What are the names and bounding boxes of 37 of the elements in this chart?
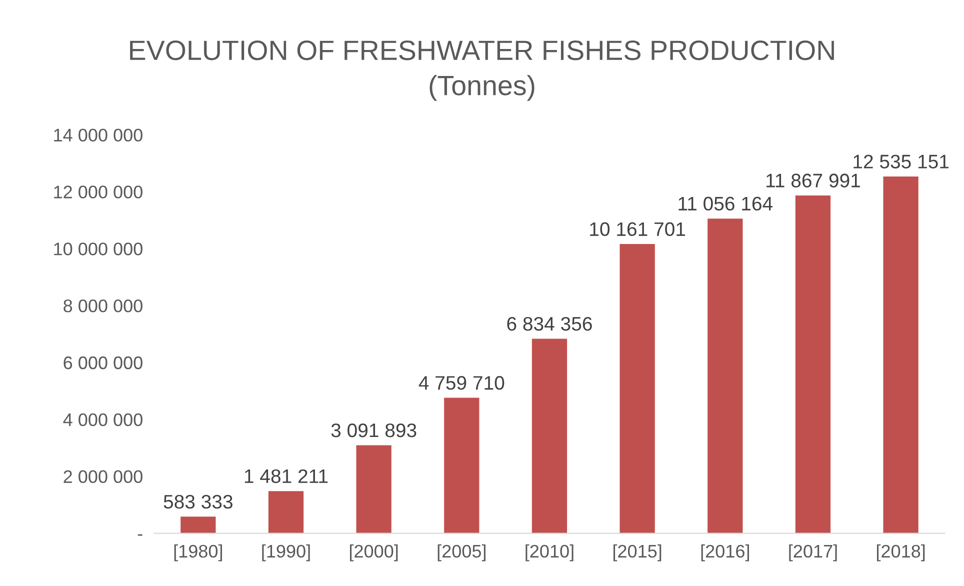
- x-tick-label: [2005]: [438, 544, 486, 562]
- x-tick-label: [1990]: [262, 544, 310, 562]
- bar: [532, 338, 568, 534]
- x-tick-label: [2017]: [789, 544, 837, 562]
- y-tick-label: 12 000 000: [54, 186, 142, 198]
- y-tick-label: 8 000 000: [64, 299, 142, 312]
- data-label: 11 056 164: [678, 196, 773, 211]
- chart-subtitle: (Tonnes): [430, 74, 534, 101]
- data-label: 12 535 151: [854, 154, 949, 168]
- chart-title: EVOLUTION OF FRESHWATER FISHES PRODUCTION: [130, 40, 834, 60]
- data-label: 4 759 710: [418, 376, 504, 390]
- y-tick-label: 4 000 000: [63, 413, 142, 426]
- bar: [883, 176, 918, 534]
- data-label: 6 834 356: [507, 316, 592, 331]
- bar: [620, 244, 655, 534]
- y-tick-label: 6 000 000: [64, 356, 142, 370]
- x-tick-label: [2010]: [526, 544, 574, 562]
- y-tick-label: 14 000 000: [54, 128, 142, 142]
- data-label: 10 161 701: [590, 222, 686, 236]
- bar: [180, 516, 216, 534]
- y-tick-label: 10 000 000: [54, 242, 142, 256]
- x-tick-label: [2018]: [876, 544, 925, 562]
- bar: [444, 398, 480, 534]
- y-tick-label: -: [138, 534, 142, 536]
- x-tick-label: [2015]: [614, 544, 662, 562]
- data-label: 583 333: [164, 494, 232, 509]
- y-tick-label: 2 000 000: [64, 470, 142, 484]
- bar: [356, 445, 392, 534]
- bar: [708, 218, 743, 534]
- x-tick-label: [2016]: [701, 544, 749, 562]
- data-label: 11 867 991: [766, 174, 860, 188]
- x-tick-label: [2000]: [350, 544, 398, 562]
- bar: [268, 491, 304, 534]
- bar: [795, 195, 831, 534]
- data-label: 1 481 211: [244, 469, 328, 484]
- x-tick-label: [1980]: [174, 544, 222, 562]
- data-label: 3 091 893: [331, 423, 416, 438]
